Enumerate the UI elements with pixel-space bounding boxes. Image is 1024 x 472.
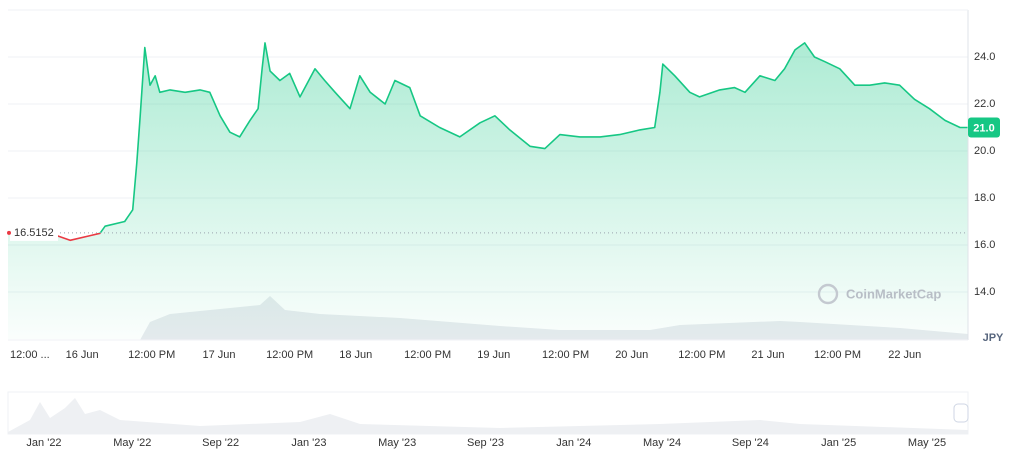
x-tick-label: 20 Jun [615,349,648,361]
x-tick-label: 12:00 PM [678,349,725,361]
y-tick-label: 22.0 [974,98,995,110]
price-line [7,42,968,242]
x-tick-label: 22 Jun [888,349,921,361]
x-tick-label: 16 Jun [66,349,99,361]
y-tick-label: 20.0 [974,145,995,157]
y-tick-label: 14.0 [974,286,995,298]
y-tick-label: 16.0 [974,239,995,251]
x-tick-label: 18 Jun [339,349,372,361]
current-price-badge [968,117,1000,138]
baseline-label: 16.5152 [14,227,54,239]
navigator-label: Jan '24 [556,437,591,449]
baseline-dot [7,230,11,235]
watermark: CoinMarketCap [817,283,941,305]
y-tick-label: 18.0 [974,192,995,204]
navigator-label: Jan '22 [26,437,61,449]
navigator-label: May '22 [113,437,151,449]
navigator-label: Sep '22 [202,437,239,449]
navigator-handle[interactable] [953,403,969,423]
watermark-text: CoinMarketCap [846,286,941,301]
watermark-logo [817,283,839,305]
baseline-label-bg [10,224,58,241]
navigator-label: Jan '25 [821,437,856,449]
x-tick-label: 19 Jun [477,349,510,361]
navigator-label: Sep '24 [732,437,769,449]
navigator-label: Sep '23 [467,437,504,449]
price-area [8,42,968,340]
navigator-area [8,398,968,434]
x-tick-label: 12:00 PM [814,349,861,361]
x-tick-label: 12:00 PM [542,349,589,361]
navigator-label: May '23 [378,437,416,449]
navigator-label: May '24 [643,437,681,449]
navigator-label: Jan '23 [291,437,326,449]
x-tick-label: 12:00 PM [128,349,175,361]
x-tick-label: 12:00 ... [10,349,50,361]
unit-label: JPY [983,332,1004,344]
y-tick-label: 24.0 [974,51,995,63]
navigator-label: May '25 [908,437,946,449]
current-price-label: 21.0 [973,122,994,134]
x-tick-label: 12:00 PM [266,349,313,361]
x-tick-label: 21 Jun [751,349,784,361]
x-tick-label: 17 Jun [202,349,235,361]
x-tick-label: 12:00 PM [404,349,451,361]
